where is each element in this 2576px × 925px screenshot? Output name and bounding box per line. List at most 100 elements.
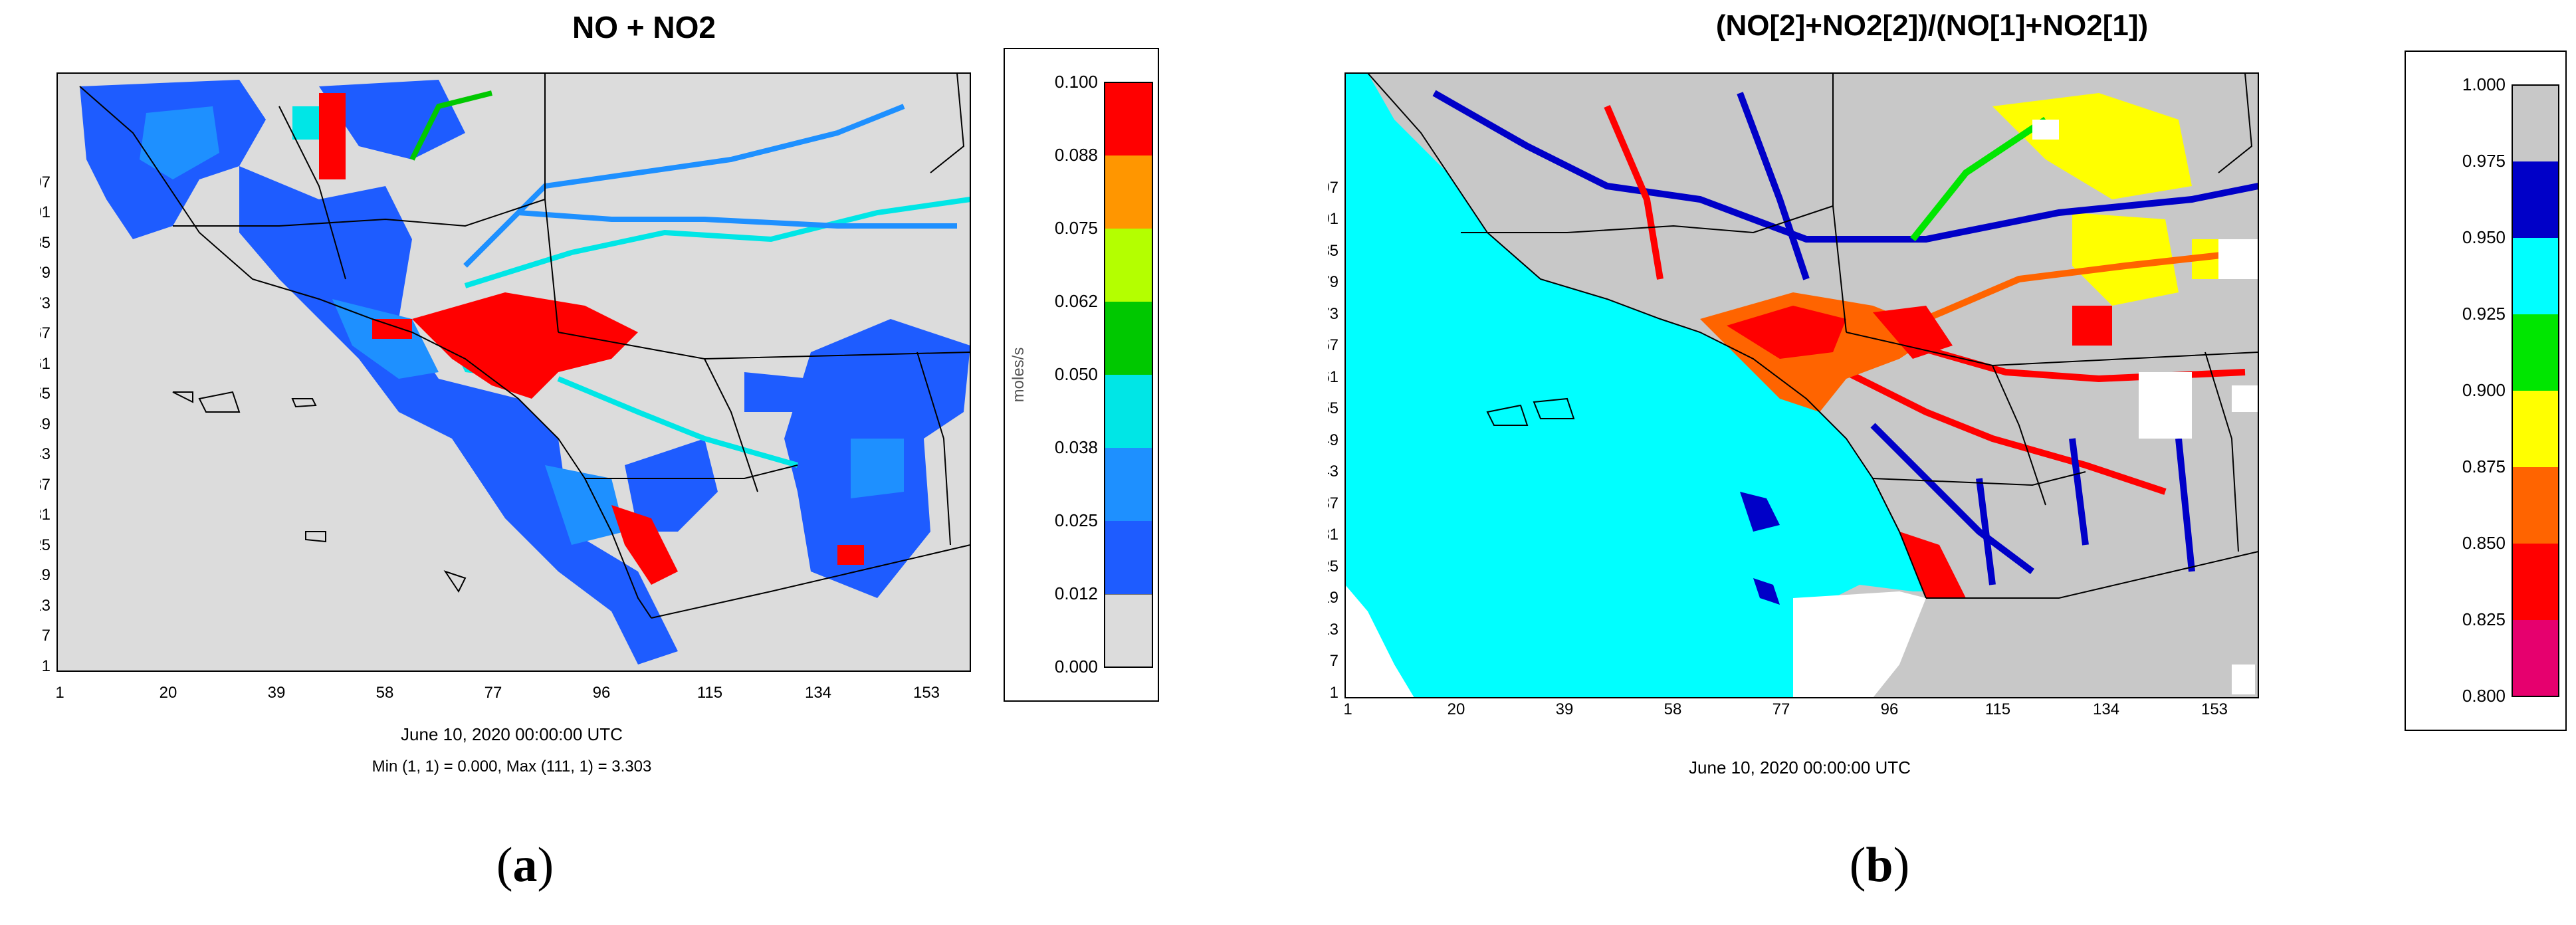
legend-a-tick: 0.050 [1055,364,1098,384]
y-tick-label: 37 [1328,494,1339,512]
panel-b: (NO[2]+NO2[2])/(NO[1]+NO2[1]) [1288,0,2576,925]
map-a-y-axis: 1 7 13 19 25 31 37 43 49 55 61 67 73 79 … [40,173,51,675]
legend-a-swatch [1105,82,1152,155]
y-tick-label: 85 [40,234,51,252]
panel-b-label: (b) [1849,838,1910,892]
map-a: 1 7 13 19 25 31 37 43 49 55 61 67 73 79 … [40,72,971,702]
legend-b-tick: 0.925 [2462,304,2506,324]
legend-a-tick: 0.062 [1055,291,1098,311]
y-tick-label: 25 [1328,558,1339,575]
map-b-white-speckles [2032,120,2258,439]
legend-a-tick: 0.000 [1055,657,1098,676]
x-tick-label: 115 [1985,700,2010,718]
y-tick-label: 55 [40,385,51,403]
panel-a: NO + NO2 [40,10,1159,892]
legend-b-tick: 0.800 [2462,686,2506,706]
x-tick-label: 134 [805,684,831,702]
legend-b-tick: 1.000 [2462,74,2506,94]
x-tick-label: 115 [697,684,722,702]
x-tick-label: 77 [1772,700,1790,718]
panel-a-title: NO + NO2 [572,10,716,45]
x-tick-label: 1 [1343,700,1352,718]
y-tick-label: 1 [1330,684,1339,702]
legend-a-tick: 0.012 [1055,583,1098,603]
legend-b-swatch [2512,314,2559,391]
y-tick-label: 13 [40,597,51,615]
legend-b-tick: 0.875 [2462,457,2506,476]
legend-a-swatch [1105,155,1152,229]
map-b-x-axis: 1 20 39 58 77 96 115 134 153 [1343,697,2258,718]
y-tick-label: 19 [40,566,51,584]
legend-a-tick: 0.088 [1055,145,1098,165]
y-tick-label: 7 [42,627,51,645]
y-tick-label: 79 [1328,273,1339,291]
y-tick-label: 25 [40,536,51,554]
legend-b-swatch [2512,544,2559,620]
x-tick-label: 58 [376,684,394,702]
y-tick-label: 97 [1328,179,1339,197]
legend-a-swatch [1105,448,1152,521]
y-tick-label: 13 [1328,621,1339,639]
legend-a-colorbar [1104,82,1153,668]
map-b-ocean [1345,73,1926,698]
y-tick-label: 97 [40,173,51,191]
y-tick-label: 31 [1328,526,1339,544]
y-tick-label: 49 [40,415,51,433]
x-tick-label: 20 [1448,700,1465,718]
x-tick-label: 96 [1881,700,1899,718]
x-tick-label: 134 [2093,700,2119,718]
panel-a-date: June 10, 2020 00:00:00 UTC [401,724,623,744]
y-tick-label: 73 [40,294,51,312]
legend-a-swatch [1104,593,1153,668]
x-tick-label: 1 [55,684,64,702]
x-tick-label: 20 [160,684,177,702]
legend-a-swatch [1105,229,1152,302]
legend-b-tick: 0.900 [2462,380,2506,400]
map-a-x-axis: 1 20 39 58 77 96 115 134 153 [55,670,970,702]
legend-a-tick: 0.038 [1055,437,1098,457]
legend-b-swatch [2512,85,2559,161]
legend-b-tick: 0.950 [2462,227,2506,247]
y-tick-label: 91 [40,203,51,221]
y-tick-label: 31 [40,506,51,524]
legend-a-unit: moles/s [1010,348,1027,403]
y-tick-label: 73 [1328,305,1339,323]
panel-a-label: (a) [496,838,554,892]
legend-b-swatch [2512,391,2559,467]
y-tick-label: 85 [1328,242,1339,260]
legend-b-tick: 0.825 [2462,609,2506,629]
legend-b: 0.800 0.825 0.850 0.875 0.900 0.925 0.95… [2405,51,2567,731]
legend-b-tick: 0.975 [2462,151,2506,171]
y-tick-label: 43 [1328,462,1339,480]
legend-a-tick: 0.075 [1055,218,1098,238]
map-a-highways [409,90,971,468]
y-tick-label: 7 [1330,652,1339,670]
x-tick-label: 39 [1556,700,1574,718]
x-tick-label: 39 [268,684,286,702]
legend-b-swatch [2512,620,2559,696]
y-tick-label: 67 [40,324,51,342]
map-b-islands [1740,492,1780,605]
y-tick-label: 91 [1328,210,1339,228]
legend-a-tick: 0.025 [1055,510,1098,530]
y-tick-label: 55 [1328,399,1339,417]
y-tick-label: 49 [1328,431,1339,449]
y-tick-label: 1 [42,657,51,675]
map-b-y-axis: 1 7 13 19 25 31 37 43 49 55 61 67 73 79 … [1328,179,1339,702]
legend-a-swatch [1105,521,1152,594]
y-tick-label: 43 [40,445,51,463]
x-tick-label: 58 [1664,700,1682,718]
y-tick-label: 79 [40,264,51,282]
y-tick-label: 61 [1328,368,1339,386]
legend-a-swatch [1105,302,1152,375]
legend-a: 0.000 0.012 0.025 0.038 0.050 0.062 0.07… [1004,48,1159,702]
map-a-boundaries [79,72,971,619]
y-tick-label: 61 [40,355,51,373]
map-a-emission-high [319,93,864,585]
map-b: 1 7 13 19 25 31 37 43 49 55 61 67 73 79 … [1328,72,2259,718]
panel-b-title: (NO[2]+NO2[2])/(NO[1]+NO2[1]) [1715,9,2149,42]
x-tick-label: 96 [593,684,611,702]
map-b-boundaries [1367,72,2259,599]
map-b-nodata [1345,585,1414,698]
x-tick-label: 77 [484,684,502,702]
